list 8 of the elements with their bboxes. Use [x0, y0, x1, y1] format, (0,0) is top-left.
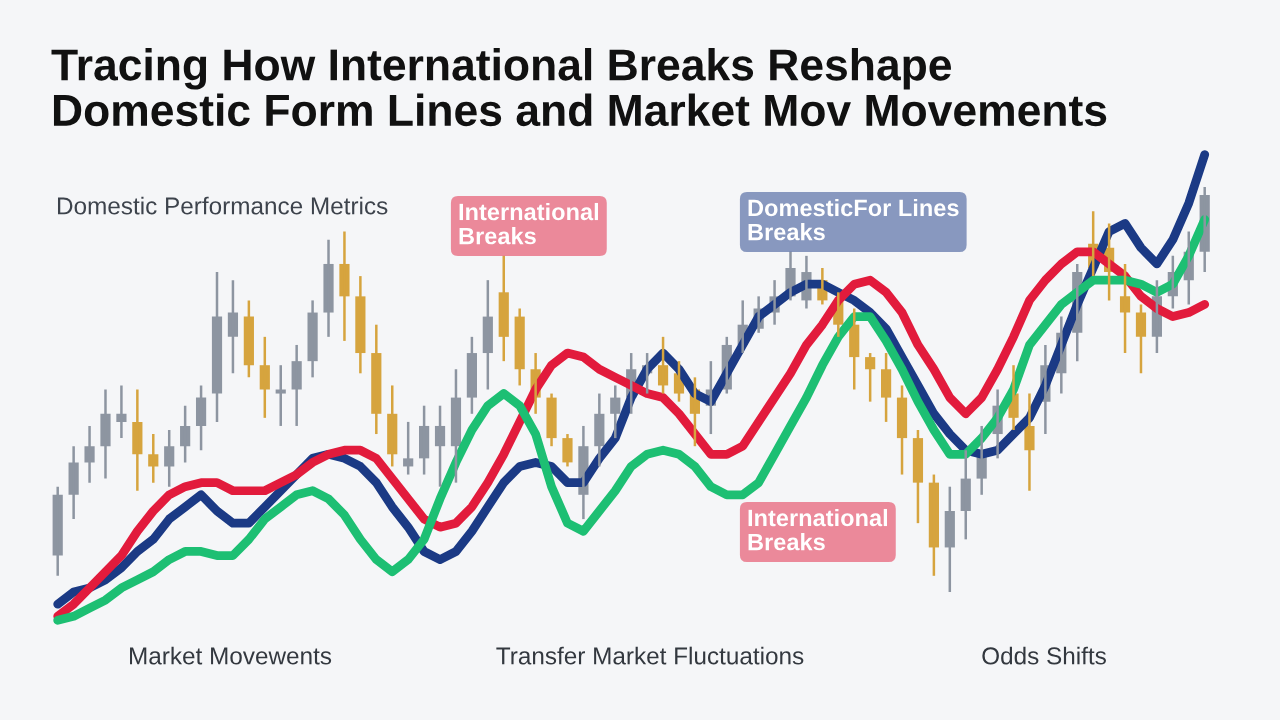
text: Odds Shifts — [982, 646, 1106, 665]
text: Transfer Market Fluctuations — [496, 646, 804, 665]
chart-title: Tracing How International Breaks Reshape Domestic Form Lines and Market Mov Movements — [51, 48, 1107, 127]
text: International Breaks — [459, 202, 599, 245]
text: Market Movewents — [130, 646, 332, 665]
chart-subtitle: Domestic Performance Metrics — [57, 196, 388, 215]
text: International Breaks — [748, 508, 888, 551]
text: DomesticFor Lines Breaks — [748, 198, 959, 241]
